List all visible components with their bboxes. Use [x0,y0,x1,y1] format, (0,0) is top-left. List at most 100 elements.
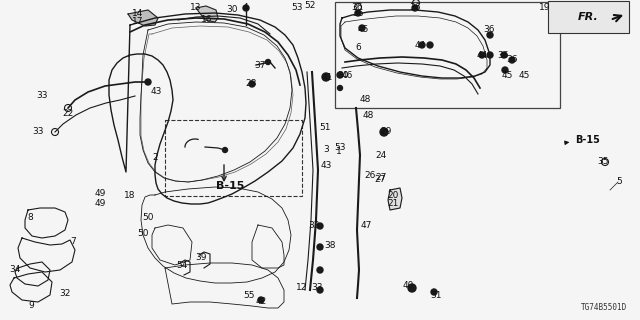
Text: 36: 36 [497,51,509,60]
Text: 22: 22 [62,108,74,117]
Circle shape [501,52,507,58]
Text: 50: 50 [142,213,154,222]
Text: 18: 18 [124,191,136,201]
Circle shape [266,60,271,65]
Circle shape [502,67,508,73]
Text: 38: 38 [324,241,336,250]
Text: 34: 34 [10,266,20,275]
Text: 55: 55 [243,291,255,300]
Text: 51: 51 [319,124,331,132]
Text: 35: 35 [597,157,609,166]
Circle shape [337,85,342,91]
Text: 29: 29 [380,126,392,135]
Circle shape [479,52,485,58]
Circle shape [412,5,418,11]
Text: 46: 46 [341,70,353,79]
Text: 5: 5 [616,178,622,187]
Text: 31: 31 [430,292,442,300]
Circle shape [317,287,323,293]
Circle shape [337,72,343,78]
Text: 7: 7 [70,237,76,246]
Text: 24: 24 [376,151,387,161]
Circle shape [317,223,323,229]
Circle shape [408,284,416,292]
Text: 44: 44 [476,51,488,60]
Text: 13: 13 [190,4,202,12]
Text: 45: 45 [501,70,513,79]
Polygon shape [128,10,158,26]
Text: 44: 44 [414,41,426,50]
Text: 42: 42 [255,298,267,307]
Text: 17: 17 [132,17,144,26]
Circle shape [355,10,361,16]
Circle shape [509,57,515,63]
Circle shape [322,73,330,81]
Text: 53: 53 [334,142,346,151]
Text: 4: 4 [242,4,248,12]
Text: 47: 47 [360,221,372,230]
Text: 30: 30 [227,4,237,13]
Text: 49: 49 [94,188,106,197]
Text: 49: 49 [94,199,106,209]
Text: 1: 1 [336,148,342,156]
Text: 48: 48 [362,111,374,121]
Text: 36: 36 [506,55,518,65]
Text: 30: 30 [337,70,349,79]
Text: TG74B5501D: TG74B5501D [580,303,627,312]
Circle shape [317,267,323,273]
Text: 43: 43 [320,162,332,171]
Circle shape [487,52,493,58]
Text: 12: 12 [296,284,308,292]
Text: 33: 33 [32,127,44,137]
Text: 27: 27 [374,175,386,185]
Text: 21: 21 [387,199,399,209]
Text: 19: 19 [540,3,551,12]
Circle shape [249,81,255,87]
Text: 36: 36 [483,26,495,35]
Text: 45: 45 [357,26,369,35]
Text: 27: 27 [375,173,387,182]
Text: 54: 54 [176,261,188,270]
Text: 33: 33 [36,91,48,100]
Circle shape [380,128,388,136]
Text: FR.: FR. [578,12,598,22]
Text: 14: 14 [132,9,144,18]
Text: 36: 36 [351,3,363,12]
Text: 36: 36 [352,9,364,18]
Circle shape [419,42,425,48]
Text: 9: 9 [28,300,34,309]
Text: 37: 37 [254,60,266,69]
Text: 2: 2 [152,154,158,163]
Text: 40: 40 [403,282,413,291]
Text: 43: 43 [150,87,162,97]
Circle shape [243,5,249,11]
Bar [335,2,560,108]
Circle shape [223,148,227,153]
Text: B-15: B-15 [216,181,244,191]
Bar [165,120,302,196]
Text: 8: 8 [27,213,33,222]
Text: 32: 32 [60,289,70,298]
Circle shape [258,297,264,303]
Circle shape [431,289,437,295]
Text: 52: 52 [304,2,316,11]
Text: 6: 6 [355,43,361,52]
Text: 16: 16 [201,14,212,23]
Circle shape [359,25,365,31]
FancyBboxPatch shape [548,1,629,33]
Polygon shape [196,6,218,22]
Text: 50: 50 [137,229,148,238]
Text: 26: 26 [364,171,376,180]
Text: 33: 33 [311,283,323,292]
Circle shape [487,32,493,38]
Circle shape [145,79,151,85]
Text: 53: 53 [291,4,303,12]
Text: 39: 39 [195,253,207,262]
Text: 28: 28 [245,79,257,89]
Text: 45: 45 [518,70,530,79]
Text: 48: 48 [359,95,371,105]
Text: B-15: B-15 [564,135,600,145]
Polygon shape [388,188,402,210]
Text: 36: 36 [409,3,420,12]
Text: 20: 20 [387,191,399,201]
